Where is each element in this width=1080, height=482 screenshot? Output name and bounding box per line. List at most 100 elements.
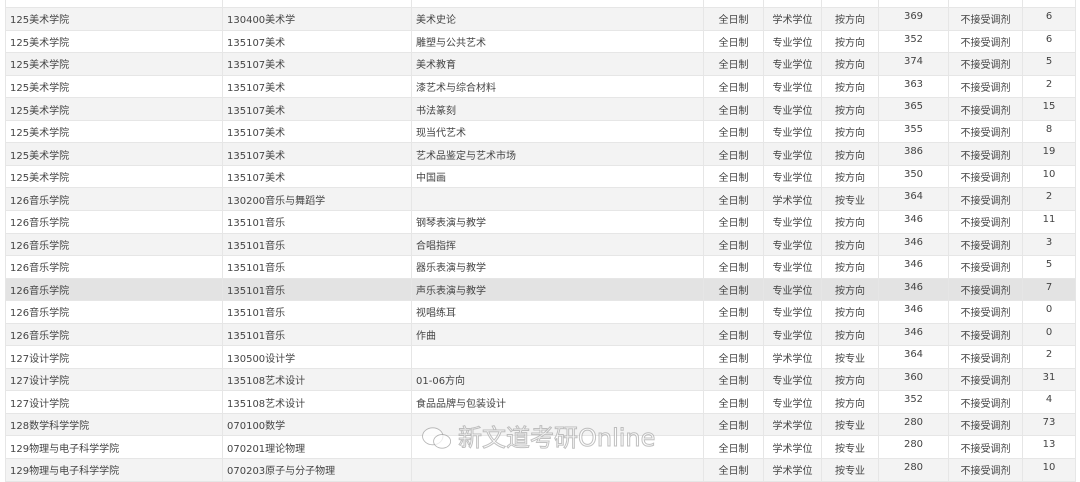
major-cell: 135107美术: [222, 29, 412, 54]
direction-cell: 01-06方向: [411, 367, 704, 392]
adjustment-cell: 不接受调剂: [948, 119, 1023, 144]
score-line-cell: 363: [878, 74, 949, 99]
table-row: 127设计学院 130500设计学 全日制 学术学位 按专业 364 不接受调剂 2: [5, 345, 1076, 369]
quota-cell: 6: [1022, 29, 1076, 54]
quota-cell: [1022, 0, 1076, 9]
quota-cell: 31: [1022, 367, 1076, 392]
adjustment-cell: 不接受调剂: [948, 322, 1023, 347]
major-cell: [222, 0, 412, 9]
enroll-type-cell: 按方向: [821, 52, 879, 76]
quota-cell: 15: [1022, 97, 1076, 121]
score-line-cell: 355: [878, 119, 949, 144]
degree-type-cell: 专业学位: [763, 52, 822, 76]
adjustment-cell: 不接受调剂: [948, 7, 1023, 31]
college-cell: [5, 0, 223, 9]
study-mode-cell: 全日制: [703, 300, 764, 324]
major-cell: 135107美术: [222, 52, 412, 76]
table-row: 125美术学院 135107美术 雕塑与公共艺术 全日制 专业学位 按方向 352 不接受调剂…: [5, 29, 1076, 54]
direction-cell: 书法篆刻: [411, 97, 704, 121]
study-mode-cell: 全日制: [703, 390, 764, 414]
major-cell: 070203原子与分子物理: [222, 457, 412, 482]
major-cell: 135101音乐: [222, 277, 412, 302]
major-cell: 135107美术: [222, 74, 412, 99]
study-mode-cell: 全日制: [703, 277, 764, 302]
major-cell: 135107美术: [222, 119, 412, 144]
table-row: 125美术学院 135107美术 现当代艺术 全日制 专业学位 按方向 355 不接受调剂 8: [5, 119, 1076, 144]
table-row: 125美术学院 135107美术 中国画 全日制 专业学位 按方向 350 不接受调剂 10: [5, 164, 1076, 189]
enroll-type-cell: 按方向: [821, 367, 879, 392]
enroll-type-cell: [821, 0, 879, 9]
study-mode-cell: 全日制: [703, 74, 764, 99]
direction-cell: 视唱练耳: [411, 300, 704, 324]
direction-cell: 美术史论: [411, 7, 704, 31]
table-row: 129物理与电子科学学院 070201理论物理 全日制 学术学位 按专业 280 不接受调剂…: [5, 435, 1076, 459]
degree-type-cell: 专业学位: [763, 232, 822, 257]
table-row: 126音乐学院 130200音乐与舞蹈学 全日制 学术学位 按专业 364 不接受调剂 2: [5, 187, 1076, 211]
degree-type-cell: 学术学位: [763, 457, 822, 482]
score-line-cell: 346: [878, 322, 949, 347]
direction-cell: [411, 187, 704, 211]
quota-cell: 6: [1022, 7, 1076, 31]
college-cell: 127设计学院: [5, 367, 223, 392]
score-line-cell: 346: [878, 232, 949, 257]
direction-cell: 现当代艺术: [411, 119, 704, 144]
enroll-type-cell: 按方向: [821, 277, 879, 302]
score-line-cell: 280: [878, 412, 949, 437]
adjustment-cell: 不接受调剂: [948, 345, 1023, 369]
college-cell: 127设计学院: [5, 345, 223, 369]
study-mode-cell: 全日制: [703, 457, 764, 482]
adjustment-cell: 不接受调剂: [948, 390, 1023, 414]
adjustment-cell: 不接受调剂: [948, 367, 1023, 392]
college-cell: 126音乐学院: [5, 277, 223, 302]
major-cell: 130400美术学: [222, 7, 412, 31]
enroll-type-cell: 按方向: [821, 255, 879, 279]
quota-cell: 8: [1022, 119, 1076, 144]
enroll-type-cell: 按方向: [821, 29, 879, 54]
degree-type-cell: 专业学位: [763, 255, 822, 279]
enroll-type-cell: 按专业: [821, 412, 879, 437]
study-mode-cell: 全日制: [703, 164, 764, 189]
adjustment-cell: 不接受调剂: [948, 74, 1023, 99]
degree-type-cell: 学术学位: [763, 345, 822, 369]
score-line-cell: 360: [878, 367, 949, 392]
admissions-table: 125美术学院 130400美术学 美术史论 全日制 学术学位 按方向 369 不接受调剂 6 1…: [5, 0, 1076, 482]
table-row: 127设计学院 135108艺术设计 食品品牌与包装设计 全日制 专业学位 按方向 352 不…: [5, 390, 1076, 414]
major-cell: 135108艺术设计: [222, 390, 412, 414]
major-cell: 070100数学: [222, 412, 412, 437]
major-cell: 070201理论物理: [222, 435, 412, 459]
degree-type-cell: 专业学位: [763, 119, 822, 144]
table-row: 126音乐学院 135101音乐 合唱指挥 全日制 专业学位 按方向 346 不接受调剂 3: [5, 232, 1076, 257]
table-row: 125美术学院 135107美术 书法篆刻 全日制 专业学位 按方向 365 不接受调剂 15: [5, 97, 1076, 121]
college-cell: 128数学科学学院: [5, 412, 223, 437]
score-line-cell: 364: [878, 187, 949, 211]
college-cell: 126音乐学院: [5, 209, 223, 234]
adjustment-cell: 不接受调剂: [948, 277, 1023, 302]
adjustment-cell: 不接受调剂: [948, 255, 1023, 279]
enroll-type-cell: 按方向: [821, 7, 879, 31]
table-row: 125美术学院 130400美术学 美术史论 全日制 学术学位 按方向 369 不接受调剂 6: [5, 7, 1076, 31]
adjustment-cell: 不接受调剂: [948, 29, 1023, 54]
major-cell: 135101音乐: [222, 322, 412, 347]
direction-cell: [411, 457, 704, 482]
study-mode-cell: 全日制: [703, 187, 764, 211]
direction-cell: 作曲: [411, 322, 704, 347]
degree-type-cell: 专业学位: [763, 164, 822, 189]
adjustment-cell: [948, 0, 1023, 9]
degree-type-cell: 专业学位: [763, 277, 822, 302]
score-line-cell: 386: [878, 142, 949, 166]
score-line-cell: 346: [878, 300, 949, 324]
direction-cell: 雕塑与公共艺术: [411, 29, 704, 54]
enroll-type-cell: 按专业: [821, 457, 879, 482]
quota-cell: 0: [1022, 300, 1076, 324]
enroll-type-cell: 按方向: [821, 300, 879, 324]
college-cell: 125美术学院: [5, 52, 223, 76]
score-line-cell: 350: [878, 164, 949, 189]
direction-cell: 合唱指挥: [411, 232, 704, 257]
study-mode-cell: [703, 0, 764, 9]
direction-cell: [411, 345, 704, 369]
major-cell: 135101音乐: [222, 232, 412, 257]
enroll-type-cell: 按方向: [821, 97, 879, 121]
table-row: 127设计学院 135108艺术设计 01-06方向 全日制 专业学位 按方向 360 不接受…: [5, 367, 1076, 392]
quota-cell: 10: [1022, 164, 1076, 189]
college-cell: 127设计学院: [5, 390, 223, 414]
